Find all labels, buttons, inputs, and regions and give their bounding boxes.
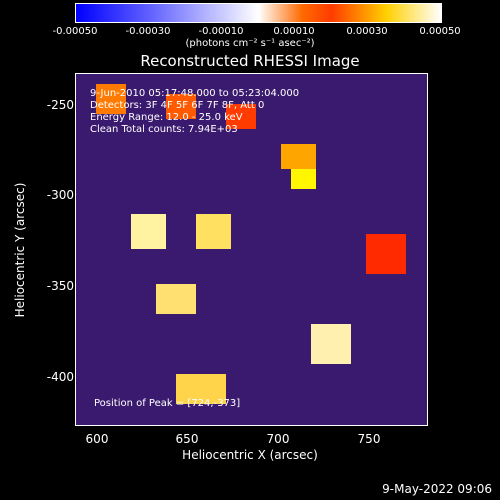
time-range: 9-Jun-2010 05:17:48.000 to 05:23:04.000 bbox=[90, 88, 300, 99]
y-tick-label: -300 bbox=[46, 188, 74, 202]
emission-region bbox=[311, 324, 351, 364]
colorbar-tick-label: 0.00030 bbox=[346, 26, 388, 37]
x-axis-label: Heliocentric X (arcsec) bbox=[182, 448, 318, 462]
emission-region bbox=[291, 169, 316, 189]
emission-blobs bbox=[96, 84, 406, 404]
colorbar-tick-label: 0.00050 bbox=[419, 26, 461, 37]
x-tick-label: 750 bbox=[357, 432, 381, 446]
info-block: 9-Jun-2010 05:17:48.000 to 05:23:04.000 … bbox=[90, 88, 299, 136]
emission-region bbox=[166, 94, 196, 119]
colorbar-units: (photons cm⁻² s⁻¹ asec⁻²) bbox=[185, 38, 315, 49]
detectors: Detectors: 3F 4F 5F 6F 7F 8F, Att 0 bbox=[90, 100, 265, 111]
colorbar-tick-label: -0.00010 bbox=[198, 26, 244, 37]
clean-total-counts: Clean Total counts: 7.94E+03 bbox=[90, 124, 238, 135]
x-tick-label: 600 bbox=[85, 432, 109, 446]
emission-region bbox=[96, 84, 126, 114]
colorbar-tick-label: -0.00050 bbox=[52, 26, 98, 37]
emission-region bbox=[196, 214, 231, 249]
image-heatmap bbox=[76, 74, 427, 425]
emission-region bbox=[366, 234, 406, 274]
peak-position: Position of Peak = [724,-373] bbox=[94, 398, 241, 409]
emission-region bbox=[156, 284, 196, 314]
image-title: Reconstructed RHESSI Image bbox=[140, 52, 360, 70]
y-tick-label: -400 bbox=[46, 370, 74, 384]
emission-region bbox=[226, 104, 256, 129]
y-axis-label: Heliocentric Y (arcsec) bbox=[13, 182, 27, 318]
rhessi-image: 9-Jun-2010 05:17:48.000 to 05:23:04.000 … bbox=[75, 73, 428, 426]
y-tick-label: -350 bbox=[46, 279, 74, 293]
colorbar-tick-label: 0.00010 bbox=[273, 26, 315, 37]
energy-range: Energy Range: 12.0 - 25.0 keV bbox=[90, 112, 243, 123]
emission-region bbox=[176, 374, 226, 404]
colorbar-tick-label: -0.00030 bbox=[125, 26, 171, 37]
x-tick-label: 650 bbox=[175, 432, 199, 446]
colorbar bbox=[75, 3, 442, 23]
emission-region bbox=[281, 144, 316, 169]
y-tick-label: -250 bbox=[46, 98, 74, 112]
x-tick-label: 700 bbox=[266, 432, 290, 446]
emission-region bbox=[131, 214, 166, 249]
timestamp: 9-May-2022 09:06 bbox=[382, 482, 492, 496]
